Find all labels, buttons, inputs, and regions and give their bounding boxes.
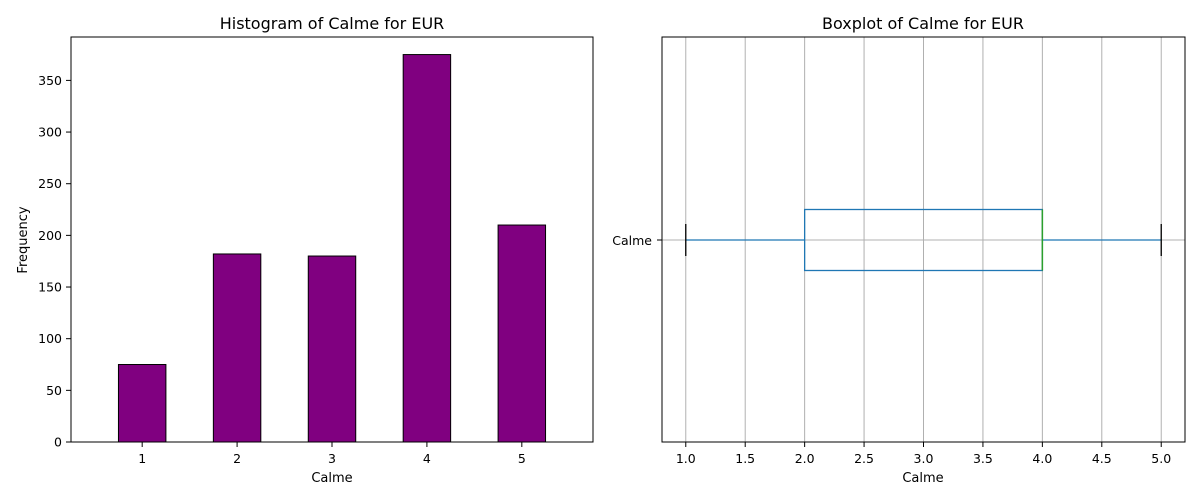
histogram-y-ticks: 0 50 100 150 200 250 300 350 — [38, 73, 71, 450]
histogram-y-tick-label: 250 — [38, 176, 62, 191]
histogram-x-tick-label: 1 — [138, 451, 146, 466]
boxplot-title: Boxplot of Calme for EUR — [822, 14, 1024, 33]
boxplot-x-tick-label: 1.0 — [676, 451, 696, 466]
boxplot-x-tick-label: 2.0 — [795, 451, 815, 466]
boxplot-x-axis-label: Calme — [902, 471, 943, 486]
histogram-x-axis-label: Calme — [311, 471, 352, 486]
histogram-x-ticks: 1 2 3 4 5 — [138, 442, 526, 466]
histogram-bar — [307, 255, 357, 443]
histogram-y-tick-label: 300 — [38, 125, 62, 140]
boxplot-glyph — [685, 208, 1162, 272]
histogram-y-tick-label: 200 — [38, 228, 62, 243]
histogram-y-tick-label: 350 — [38, 73, 62, 88]
histogram-x-tick-label: 2 — [233, 451, 241, 466]
histogram-axes-frame — [70, 36, 594, 443]
histogram-bar — [117, 364, 167, 443]
boxplot-x-tick-label: 3.5 — [973, 451, 993, 466]
boxplot-x-ticks: 1.0 1.5 2.0 2.5 3.0 3.5 4.0 4.5 5.0 — [676, 442, 1171, 466]
histogram-y-axis-label: Frequency — [16, 206, 31, 273]
histogram-bar — [497, 224, 547, 443]
boxplot-x-tick-label: 3.0 — [914, 451, 934, 466]
histogram-y-tick-label: 150 — [38, 280, 62, 295]
histogram-y-tick-label: 0 — [54, 435, 62, 450]
boxplot-x-tick-label: 4.5 — [1092, 451, 1112, 466]
histogram-bar — [212, 253, 262, 443]
histogram-title: Histogram of Calme for EUR — [220, 14, 445, 33]
boxplot-panel: Boxplot of Calme for EUR 1.0 1.5 2.0 2.5 3.0… — [612, 14, 1186, 486]
boxplot-x-tick-label: 5.0 — [1151, 451, 1171, 466]
histogram-panel: Histogram of Calme for EUR 0 50 100 150 200 2… — [16, 14, 594, 486]
histogram-bars — [117, 54, 547, 443]
boxplot-x-tick-label: 2.5 — [854, 451, 874, 466]
histogram-x-tick-label: 4 — [423, 451, 431, 466]
histogram-y-tick-label: 50 — [46, 383, 62, 398]
histogram-bar — [402, 54, 452, 443]
histogram-x-tick-label: 3 — [328, 451, 336, 466]
histogram-x-tick-label: 5 — [518, 451, 526, 466]
boxplot-x-tick-label: 1.5 — [735, 451, 755, 466]
boxplot-x-tick-label: 4.0 — [1032, 451, 1052, 466]
histogram-y-tick-label: 100 — [38, 331, 62, 346]
boxplot-category-label: Calme — [612, 233, 652, 248]
